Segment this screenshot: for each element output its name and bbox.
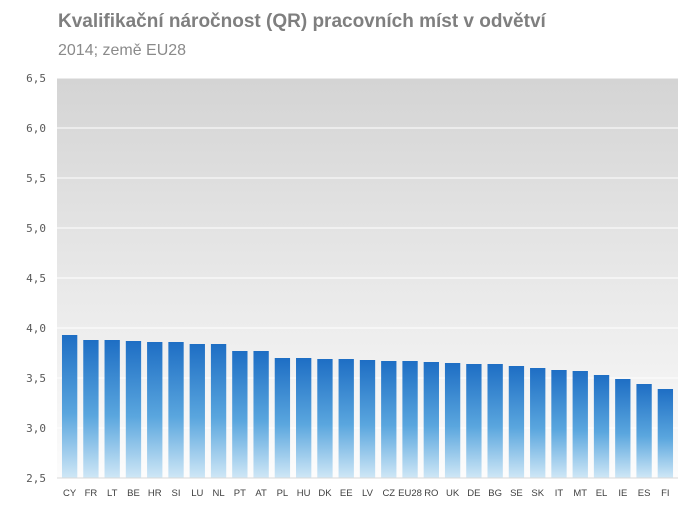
bar-ro: [423, 362, 439, 478]
x-tick-label: IE: [618, 488, 627, 499]
bar-hu: [296, 358, 312, 478]
bar-cy: [61, 335, 78, 478]
x-tick-label: FR: [85, 488, 98, 499]
x-tick-label: CY: [63, 488, 77, 499]
chart-subtitle: 2014; země EU28: [58, 42, 187, 59]
x-tick-label: LV: [362, 488, 374, 499]
x-tick-label: LT: [107, 488, 118, 499]
x-tick-label: HU: [297, 488, 311, 499]
x-tick-label: UK: [446, 488, 460, 499]
x-tick-label: MT: [573, 488, 587, 499]
bar-uk: [444, 363, 461, 478]
x-tick-label: AT: [255, 488, 267, 499]
bar-it: [551, 370, 567, 478]
x-tick-label: LU: [191, 488, 203, 499]
y-tick-label: 2,5: [26, 472, 46, 485]
bar-si: [168, 342, 184, 478]
bar-dk: [317, 359, 333, 478]
bar-sk: [530, 368, 546, 478]
x-tick-label: BG: [488, 488, 502, 499]
x-tick-label: EE: [340, 488, 353, 499]
x-tick-label: EL: [596, 488, 608, 499]
x-tick-label: RO: [424, 488, 438, 499]
x-tick-label: DK: [318, 488, 332, 499]
x-tick-label: BE: [127, 488, 140, 499]
x-tick-label: HR: [148, 488, 162, 499]
y-tick-label: 3,5: [26, 372, 46, 385]
bar-lv: [359, 360, 376, 478]
bar-es: [636, 384, 652, 478]
bar-se: [508, 366, 525, 478]
y-tick-label: 6,0: [26, 122, 46, 135]
bar-hr: [147, 342, 163, 478]
bar-eu28: [402, 361, 418, 478]
y-tick-label: 6,5: [26, 72, 46, 85]
bar-de: [466, 364, 482, 478]
bar-pl: [274, 358, 291, 478]
x-tick-label: PL: [277, 488, 289, 499]
x-tick-label: SK: [531, 488, 544, 499]
x-tick-label: NL: [212, 488, 224, 499]
bar-pt: [232, 351, 248, 478]
x-tick-label: PT: [234, 488, 246, 499]
x-tick-label: FI: [661, 488, 669, 499]
bar-nl: [210, 344, 227, 478]
x-tick-label: SI: [172, 488, 181, 499]
chart-title: Kvalifikační náročnost (QR) pracovních m…: [58, 11, 546, 32]
bar-ie: [615, 379, 631, 478]
bar-fr: [83, 340, 99, 478]
bar-el: [593, 375, 610, 478]
bar-fi: [657, 389, 674, 478]
y-tick-label: 5,0: [26, 222, 46, 235]
bar-be: [125, 341, 142, 478]
x-tick-label: DE: [467, 488, 480, 499]
bar-lu: [189, 344, 205, 478]
x-tick-label: SE: [510, 488, 523, 499]
x-tick-label: EU28: [398, 488, 422, 499]
y-tick-label: 3,0: [26, 422, 46, 435]
bar-mt: [572, 371, 588, 478]
y-tick-label: 4,0: [26, 322, 46, 335]
x-tick-label: ES: [638, 488, 651, 499]
y-tick-label: 5,5: [26, 172, 46, 185]
x-tick-label: CZ: [382, 488, 395, 499]
x-tick-label: IT: [555, 488, 564, 499]
bar-ee: [338, 359, 354, 478]
bar-bg: [487, 364, 503, 478]
bar-at: [253, 351, 269, 478]
y-tick-label: 4,5: [26, 272, 46, 285]
bar-lt: [104, 340, 120, 478]
bar-cz: [381, 361, 397, 478]
